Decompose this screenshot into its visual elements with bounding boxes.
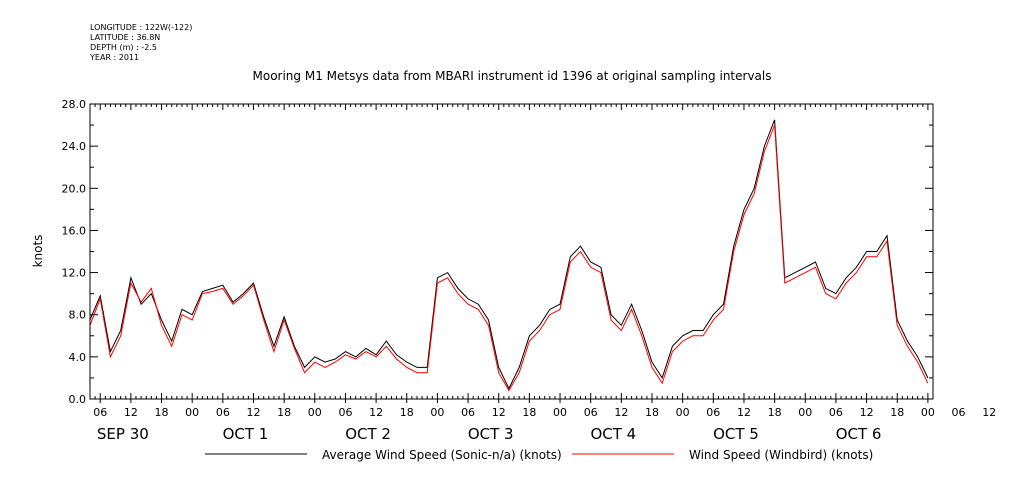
y-tick-label: 4.0	[69, 351, 87, 364]
legend-label-windbird: Wind Speed (Windbird) (knots)	[689, 448, 873, 462]
series-line-average-wind	[89, 119, 929, 390]
x-tick-label: 18	[155, 406, 169, 419]
x-tick-label: 06	[216, 406, 230, 419]
legend: Average Wind Speed (Sonic-n/a) (knots) W…	[205, 448, 873, 462]
y-tick-label: 0.0	[69, 393, 87, 406]
x-tick-label: 18	[400, 406, 414, 419]
y-tick-label: 20.0	[62, 182, 87, 195]
x-tick-label: 06	[952, 406, 966, 419]
y-tick-label: 28.0	[62, 98, 87, 111]
longitude-label: LONGITUDE : 122W(-122)	[90, 23, 192, 32]
x-tick-label: 00	[185, 406, 199, 419]
x-tick-label: 06	[584, 406, 598, 419]
x-tick-label: 12	[124, 406, 138, 419]
day-label: OCT 4	[590, 425, 636, 443]
y-tick-label: 8.0	[69, 309, 87, 322]
day-labels: SEP 30 OCT 1 OCT 2 OCT 3 OCT 4 OCT 5 OCT 6	[97, 425, 882, 443]
legend-label-average-wind: Average Wind Speed (Sonic-n/a) (knots)	[322, 448, 562, 462]
y-tick-label: 24.0	[62, 140, 87, 153]
x-tick-label: 06	[93, 406, 107, 419]
x-tick-label: 18	[277, 406, 291, 419]
day-label: OCT 5	[713, 425, 759, 443]
x-tick-label: 00	[430, 406, 444, 419]
plot-frame	[89, 103, 934, 400]
x-tick-label: 06	[706, 406, 720, 419]
day-label: SEP 30	[97, 425, 149, 443]
day-label: OCT 1	[223, 425, 269, 443]
latitude-label: LATITUDE : 36.8N	[90, 33, 160, 42]
x-tick-label: 18	[522, 406, 536, 419]
y-axis-label: knots	[31, 235, 45, 268]
x-tick-label: 12	[737, 406, 751, 419]
x-tick-label: 06	[461, 406, 475, 419]
x-tick-label: 00	[308, 406, 322, 419]
x-tick-label: 18	[890, 406, 904, 419]
day-label: OCT 6	[836, 425, 882, 443]
x-tick-label: 18	[768, 406, 782, 419]
x-tick-label: 06	[829, 406, 843, 419]
axis-ticks	[89, 103, 934, 403]
data-series	[89, 119, 929, 392]
x-tick-label: 12	[614, 406, 628, 419]
x-tick-label: 00	[676, 406, 690, 419]
x-tick-label: 18	[645, 406, 659, 419]
x-tick-label: 12	[982, 406, 996, 419]
y-tick-label: 12.0	[62, 267, 87, 280]
y-tick-label: 16.0	[62, 224, 87, 237]
depth-label: DEPTH (m) : -2.5	[90, 43, 157, 52]
x-tick-labels: 06 12 18 00 06 12 18 00 06 12 18 00 06 12 18 00 06 12 18 00…	[93, 406, 996, 419]
x-tick-label: 12	[492, 406, 506, 419]
x-tick-label: 00	[921, 406, 935, 419]
series-line-windbird	[89, 124, 929, 392]
x-tick-label: 12	[860, 406, 874, 419]
metadata-block: LONGITUDE : 122W(-122) LATITUDE : 36.8N …	[89, 23, 192, 62]
x-tick-label: 00	[553, 406, 567, 419]
y-tick-labels: 0.0 4.0 8.0 12.0 16.0 20.0 24.0 28.0	[62, 98, 87, 406]
day-label: OCT 2	[345, 425, 391, 443]
day-label: OCT 3	[468, 425, 514, 443]
x-tick-label: 12	[246, 406, 260, 419]
year-label: YEAR : 2011	[89, 53, 139, 62]
chart-title: Mooring M1 Metsys data from MBARI instru…	[253, 69, 772, 83]
x-tick-label: 12	[369, 406, 383, 419]
x-tick-label: 06	[338, 406, 352, 419]
x-tick-label: 00	[798, 406, 812, 419]
